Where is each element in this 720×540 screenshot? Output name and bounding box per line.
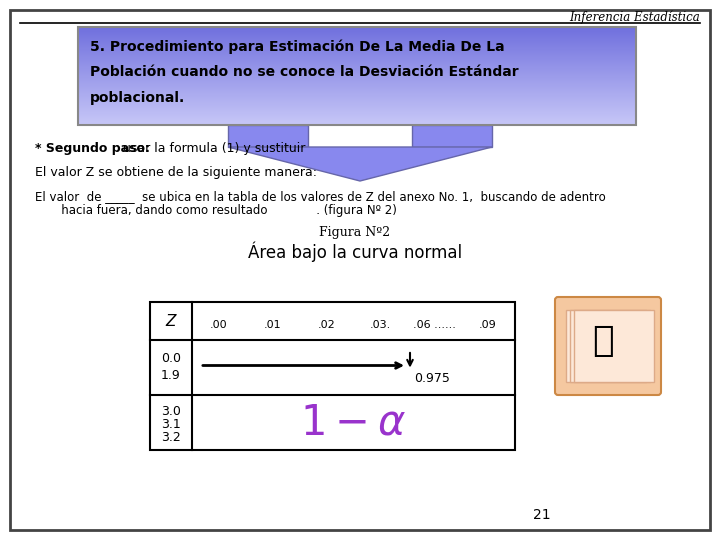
Text: El valor  de _____  se ubica en la tabla de los valores de Z del anexo No. 1,  b: El valor de _____ se ubica en la tabla d… bbox=[35, 190, 606, 203]
Text: 3.2: 3.2 bbox=[161, 431, 181, 444]
Text: poblacional.: poblacional. bbox=[90, 91, 185, 105]
Bar bbox=[574, 310, 654, 382]
Text: 📋: 📋 bbox=[592, 324, 614, 358]
Text: * Segundo paso:: * Segundo paso: bbox=[35, 142, 150, 155]
Text: Z: Z bbox=[166, 314, 176, 328]
FancyBboxPatch shape bbox=[555, 297, 661, 395]
Text: El valor Z se obtiene de la siguiente manera:: El valor Z se obtiene de la siguiente ma… bbox=[35, 166, 317, 179]
Text: .00: .00 bbox=[210, 320, 228, 330]
Text: .09: .09 bbox=[480, 320, 497, 330]
Text: usar la formula (1) y sustituir: usar la formula (1) y sustituir bbox=[119, 142, 305, 155]
Text: .06 ......: .06 ...... bbox=[413, 320, 456, 330]
Text: 3.1: 3.1 bbox=[161, 418, 181, 431]
Text: 0.975: 0.975 bbox=[414, 372, 450, 384]
Text: 21: 21 bbox=[533, 508, 551, 522]
Polygon shape bbox=[228, 147, 492, 181]
Text: .03.: .03. bbox=[370, 320, 391, 330]
Text: 5. Procedimiento para Estimación De La Media De La: 5. Procedimiento para Estimación De La M… bbox=[90, 39, 505, 53]
Text: Inferencia Estadística: Inferencia Estadística bbox=[570, 11, 700, 24]
Text: hacia fuera, dando como resultado             . (figura Nº 2): hacia fuera, dando como resultado . (fig… bbox=[35, 204, 397, 217]
Bar bbox=[570, 310, 650, 382]
Text: .01: .01 bbox=[264, 320, 282, 330]
Text: .02: .02 bbox=[318, 320, 336, 330]
Text: 3.0: 3.0 bbox=[161, 405, 181, 418]
Bar bbox=[566, 310, 646, 382]
Polygon shape bbox=[228, 125, 308, 147]
Text: 1.9: 1.9 bbox=[161, 369, 181, 382]
Polygon shape bbox=[412, 125, 492, 147]
Text: 0.0: 0.0 bbox=[161, 352, 181, 365]
Text: Figura Nº2: Figura Nº2 bbox=[320, 226, 390, 239]
Text: Área bajo la curva normal: Área bajo la curva normal bbox=[248, 242, 462, 262]
Text: $1-\alpha$: $1-\alpha$ bbox=[300, 402, 407, 443]
Bar bbox=[78, 27, 636, 125]
Bar bbox=[150, 302, 515, 450]
Text: Población cuando no se conoce la Desviación Estándar: Población cuando no se conoce la Desviac… bbox=[90, 65, 518, 79]
